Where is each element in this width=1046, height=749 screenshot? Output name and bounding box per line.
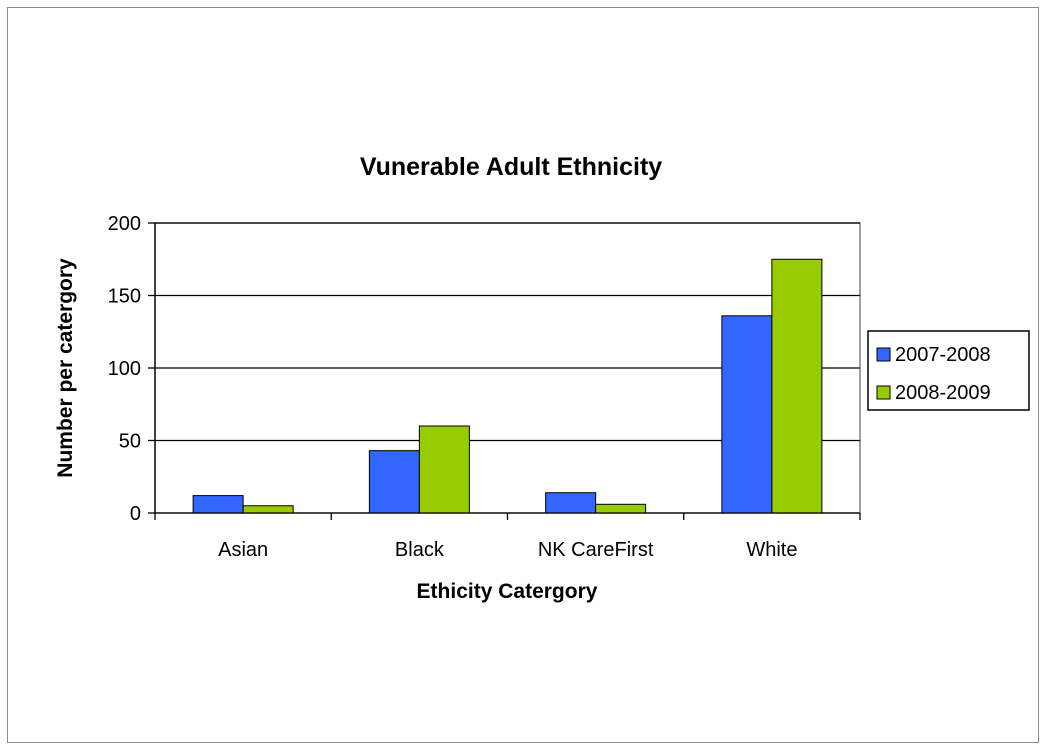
legend-label: 2007-2008 [895,344,991,366]
y-tick-label: 200 [108,213,141,235]
y-tick-label: 150 [108,286,141,308]
y-tick-label: 0 [130,503,141,525]
x-tick-label: White [746,539,797,561]
bar [771,258,823,514]
y-tick-label: 100 [108,358,141,380]
chart-title: Vunerable Adult Ethnicity [360,153,662,181]
x-tick-label: Black [395,539,445,561]
bar [418,425,470,514]
legend-label: 2008-2009 [895,382,991,404]
bar [368,450,420,514]
legend-swatch [876,385,891,400]
x-axis-title: Ethicity Catergory [417,580,598,603]
x-tick-label: NK CareFirst [538,539,654,561]
x-tick-label: Asian [218,539,268,561]
bars [192,258,823,514]
legend: 2007-2008 2008-2009 [867,330,1030,411]
axes [148,222,861,520]
bar [721,315,773,514]
legend-items: 2007-2008 2008-2009 [876,344,991,404]
y-tick-labels: 0 50 100 150 200 [108,213,141,525]
bar [192,495,244,514]
legend-box [867,330,1030,411]
y-tick-label: 50 [119,431,141,453]
legend-swatch [876,347,891,362]
bar [545,492,597,514]
bar [595,503,647,514]
gridlines [155,222,860,442]
x-tick-labels: Asian Black NK CareFirst White [218,539,797,561]
bar [242,505,294,514]
y-axis-title: Number per catergory [54,258,77,478]
